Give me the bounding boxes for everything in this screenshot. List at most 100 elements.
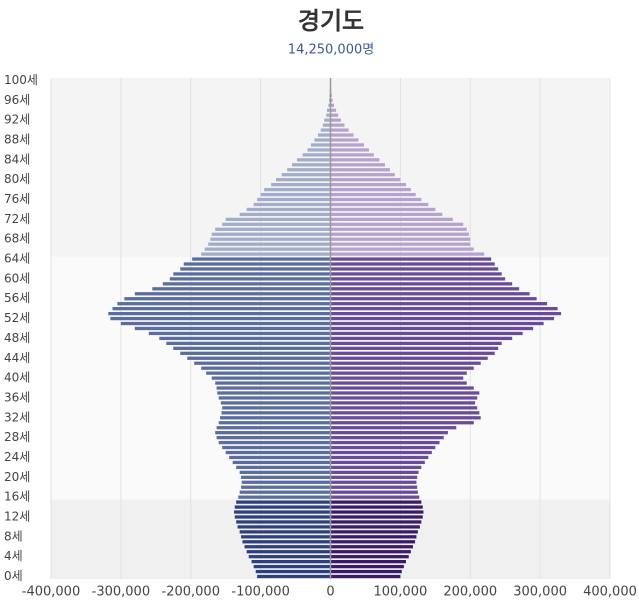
bar [331, 307, 558, 310]
bar [331, 342, 502, 345]
bar [276, 178, 331, 181]
bar [217, 436, 331, 439]
bar [331, 406, 478, 409]
bar [247, 208, 331, 211]
bar [331, 540, 416, 543]
bar [331, 114, 339, 117]
bar [331, 153, 374, 156]
bar [282, 173, 331, 176]
bar [331, 238, 471, 241]
y-tick-label: 100세 [4, 73, 38, 87]
bar [110, 317, 330, 320]
bar [303, 153, 331, 156]
bar [331, 332, 523, 335]
bar [311, 143, 331, 146]
bar [331, 193, 416, 196]
bar [241, 476, 330, 479]
y-tick-label: 48세 [4, 331, 30, 345]
bar [331, 143, 365, 146]
bar [222, 406, 330, 409]
bar [221, 411, 330, 414]
bar [331, 183, 406, 186]
bar [331, 565, 404, 568]
bar [292, 163, 330, 166]
bar [331, 168, 390, 171]
y-tick-label: 80세 [4, 172, 30, 186]
bar [331, 337, 513, 340]
bar [242, 481, 331, 484]
bar [331, 396, 478, 399]
bar [331, 570, 402, 573]
bar [217, 386, 331, 389]
bar [233, 461, 331, 464]
bar [240, 471, 331, 474]
bar [331, 158, 380, 161]
bar [331, 188, 411, 191]
y-tick-label: 12세 [4, 509, 30, 523]
bar [331, 471, 419, 474]
bar [331, 128, 349, 131]
bar [331, 198, 422, 201]
bar [331, 277, 506, 280]
bar [234, 510, 330, 513]
y-tick-label: 60세 [4, 271, 30, 285]
bar [219, 421, 331, 424]
bar [331, 267, 499, 270]
bar [331, 491, 418, 494]
bar [331, 466, 422, 469]
y-tick-label: 84세 [4, 152, 30, 166]
bar [240, 213, 331, 216]
x-tick-label: 400,000 [583, 585, 637, 600]
bar [331, 535, 417, 538]
bar [121, 322, 331, 325]
bar [194, 362, 330, 365]
bar [236, 520, 330, 523]
bar [163, 282, 331, 285]
bar [235, 515, 331, 518]
bar [331, 233, 469, 236]
bar [331, 386, 474, 389]
bar [201, 252, 330, 255]
bar [241, 486, 330, 489]
bar [314, 138, 330, 141]
y-tick-label: 92세 [4, 113, 30, 127]
bar [205, 247, 331, 250]
bar [240, 530, 331, 533]
bar [235, 505, 331, 508]
bar [170, 277, 331, 280]
bar [240, 491, 331, 494]
bar [331, 262, 495, 265]
y-tick-label: 44세 [4, 351, 30, 365]
bar [331, 416, 481, 419]
bar [212, 233, 331, 236]
bar [249, 555, 331, 558]
bar [331, 496, 420, 499]
bar [206, 372, 330, 375]
bar [238, 525, 331, 528]
bar [331, 282, 513, 285]
x-tick-label: -100,000 [231, 585, 289, 600]
bar [331, 243, 471, 246]
bar [331, 520, 422, 523]
y-tick-label: 96세 [4, 93, 30, 107]
bar [219, 396, 331, 399]
bar [297, 158, 331, 161]
bar [331, 381, 467, 384]
bar [331, 357, 488, 360]
bar [252, 560, 331, 563]
y-tick-label: 0세 [4, 569, 23, 583]
bar [212, 376, 331, 379]
bar [180, 352, 330, 355]
y-tick-label: 52세 [4, 311, 30, 325]
y-tick-label: 40세 [4, 371, 30, 385]
bar [331, 525, 420, 528]
bar [331, 545, 413, 548]
bar [331, 148, 369, 151]
bar [254, 203, 331, 206]
bar [210, 238, 330, 241]
y-tick-label: 24세 [4, 450, 30, 464]
bar [331, 476, 418, 479]
bar [324, 119, 330, 122]
bar [149, 332, 331, 335]
